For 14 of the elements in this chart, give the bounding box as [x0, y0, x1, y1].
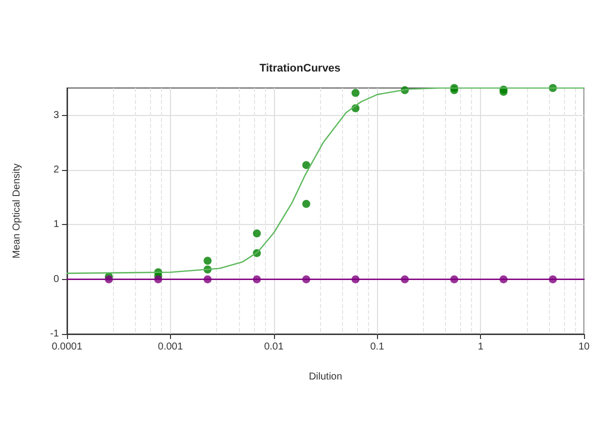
x-tick-label: 0.0001 — [52, 342, 83, 352]
x-tick-label: 0.1 — [370, 342, 385, 352]
y-axis-title: Mean Optical Density — [12, 163, 22, 259]
y-tick-label: 0 — [53, 274, 60, 285]
y-tick-label: 1 — [53, 219, 60, 230]
y-tick-label: 3 — [53, 110, 60, 121]
y-tick-label: 2 — [53, 164, 60, 176]
chart-title: TitrationCurves — [259, 62, 341, 74]
x-axis-title: Dilution — [308, 372, 342, 382]
y-tick-label: -1 — [50, 328, 60, 340]
x-tick-label: 1 — [478, 342, 484, 352]
x-tick-label: 0.001 — [158, 342, 184, 352]
x-tick-label: 0.01 — [264, 342, 284, 352]
x-tick-label: 10 — [578, 342, 590, 352]
